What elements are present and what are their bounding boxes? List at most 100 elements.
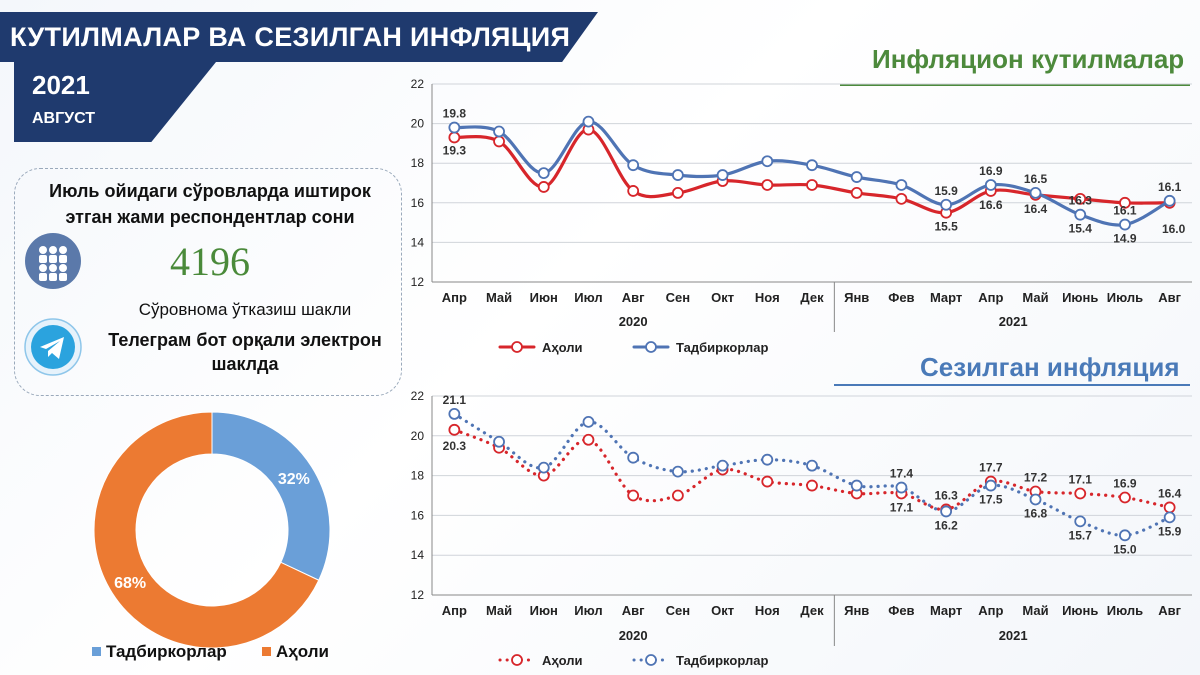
data-point — [984, 179, 997, 191]
survey-form-value: Телеграм бот орқали электрон шаклда — [108, 330, 382, 374]
report-year: 2021 — [32, 70, 90, 100]
data-point — [671, 489, 684, 502]
data-label: 16.8 — [1024, 506, 1048, 520]
y-tick-label: 20 — [411, 117, 425, 131]
x-tick-label: Фев — [888, 290, 914, 305]
data-point — [582, 433, 595, 446]
people-icon — [25, 233, 81, 289]
data-label: 19.8 — [443, 107, 467, 121]
data-point — [627, 451, 640, 464]
data-label: 16.0 — [1162, 222, 1186, 236]
x-tick-label: Июл — [574, 290, 602, 305]
legend-marker — [511, 341, 523, 353]
data-point — [850, 171, 863, 183]
data-point — [895, 481, 908, 494]
legend-marker — [645, 341, 657, 353]
donut-slice — [93, 411, 320, 649]
data-point — [671, 465, 684, 478]
year-group-label: 2020 — [619, 628, 648, 643]
year-group-label: 2021 — [999, 314, 1028, 329]
data-point — [984, 479, 997, 492]
series-line — [452, 428, 1172, 512]
x-tick-label: Март — [930, 603, 962, 618]
x-tick-label: Янв — [844, 290, 869, 305]
donut-slice — [211, 411, 331, 581]
data-point — [448, 121, 461, 134]
data-label: 21.1 — [443, 393, 467, 407]
donut-legend-label: Тадбиркорлар — [106, 642, 227, 661]
data-point — [1029, 186, 1042, 199]
title-banner: КУТИЛМАЛАР ВА СЕЗИЛГАН ИНФЛЯЦИЯ — [0, 12, 598, 62]
legend-marker — [511, 654, 523, 666]
perceived-title: Сезилган инфляция — [920, 352, 1180, 382]
data-label: 16.2 — [934, 518, 958, 532]
data-point — [537, 181, 550, 193]
legend-label: Тадбиркорлар — [676, 653, 768, 668]
x-tick-label: Апр — [978, 290, 1003, 305]
telegram-icon — [24, 318, 82, 376]
legend-label: Аҳоли — [542, 653, 583, 668]
y-tick-label: 14 — [411, 548, 425, 562]
year-group-label: 2021 — [999, 628, 1028, 643]
data-label: 20.3 — [443, 439, 467, 453]
data-point — [850, 186, 863, 199]
series-line — [452, 127, 1172, 215]
donut-slice-label: 32% — [278, 471, 310, 488]
y-tick-label: 16 — [411, 196, 425, 210]
data-point — [671, 186, 684, 199]
data-point — [806, 479, 818, 492]
data-label: 16.3 — [1069, 194, 1093, 208]
data-point — [895, 192, 908, 205]
y-tick-label: 16 — [411, 508, 425, 522]
x-tick-label: Ноя — [755, 603, 780, 618]
data-point — [671, 169, 684, 181]
data-label: 17.1 — [1069, 473, 1093, 487]
x-tick-label: Сен — [666, 603, 690, 618]
data-point — [716, 459, 729, 472]
donut-legend-label: Аҳоли — [276, 642, 329, 661]
data-label: 16.9 — [1113, 476, 1137, 490]
data-label: 17.7 — [979, 461, 1003, 475]
data-point — [627, 185, 640, 197]
legend-label: Аҳоли — [542, 340, 583, 355]
donut-legend-marker — [262, 647, 271, 656]
donut-slice-label: 68% — [114, 575, 146, 592]
series-line — [452, 412, 1172, 537]
data-point — [1074, 515, 1087, 528]
x-tick-label: Окт — [711, 290, 734, 305]
x-tick-label: Авг — [1158, 603, 1181, 618]
data-point — [895, 179, 908, 191]
legend-label: Тадбиркорлар — [676, 340, 768, 355]
data-point — [493, 125, 505, 138]
data-point — [627, 489, 640, 502]
data-label: 16.9 — [979, 164, 1003, 178]
data-point — [761, 155, 774, 168]
data-point — [1119, 529, 1131, 542]
data-point — [448, 131, 461, 144]
x-tick-label: Май — [486, 603, 512, 618]
data-point — [448, 423, 461, 436]
x-tick-label: Июн — [530, 290, 558, 305]
survey-info-box — [14, 168, 402, 396]
expectations-title-rule — [840, 84, 1190, 86]
x-tick-label: Июль — [1107, 603, 1143, 618]
respondents-label: Июль ойидаги сўровларда иштирок этган жа… — [49, 181, 371, 227]
expectations-title: Инфляцион кутилмалар — [872, 44, 1185, 74]
data-point — [493, 135, 505, 148]
data-label: 17.4 — [890, 467, 914, 481]
y-tick-label: 22 — [411, 389, 425, 403]
x-tick-label: Сен — [666, 290, 690, 305]
data-point — [1163, 501, 1176, 514]
perceived-title-rule — [834, 384, 1190, 386]
report-month: АВГУСТ — [32, 110, 96, 127]
data-label: 16.5 — [1024, 172, 1048, 186]
data-point — [761, 179, 774, 191]
x-tick-label: Окт — [711, 603, 734, 618]
x-tick-label: Июль — [1107, 290, 1143, 305]
x-tick-label: Дек — [800, 603, 824, 618]
donut-legend-marker — [92, 647, 101, 656]
data-point — [537, 461, 550, 474]
x-tick-label: Авг — [622, 290, 645, 305]
page-title: КУТИЛМАЛАР ВА СЕЗИЛГАН ИНФЛЯЦИЯ — [10, 22, 571, 52]
data-point — [1074, 208, 1087, 221]
